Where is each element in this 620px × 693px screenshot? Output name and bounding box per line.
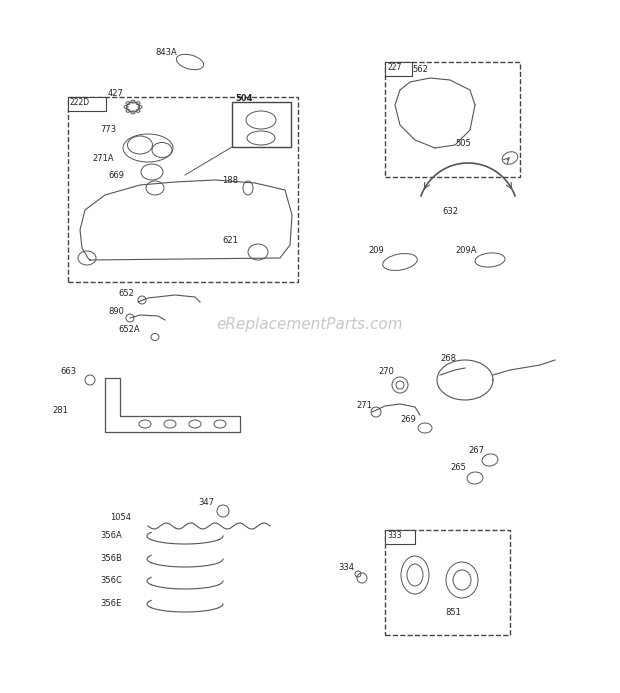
Text: 333: 333: [387, 531, 402, 540]
Text: 356E: 356E: [100, 599, 122, 608]
Text: 632: 632: [442, 207, 458, 216]
Text: 773: 773: [100, 125, 116, 134]
FancyBboxPatch shape: [385, 530, 415, 544]
Text: 268: 268: [440, 354, 456, 363]
Text: 504: 504: [235, 94, 252, 103]
Text: 851: 851: [445, 608, 461, 617]
Text: 356C: 356C: [100, 576, 122, 585]
Text: 427: 427: [108, 89, 124, 98]
Text: 227: 227: [387, 63, 401, 72]
Text: 269: 269: [400, 415, 416, 424]
Text: 209A: 209A: [455, 246, 477, 255]
Text: 843A: 843A: [155, 48, 177, 57]
Text: 890: 890: [108, 307, 124, 316]
Text: 334: 334: [338, 563, 354, 572]
Text: 270: 270: [378, 367, 394, 376]
Text: 652A: 652A: [118, 325, 140, 334]
Text: 267: 267: [468, 446, 484, 455]
Text: 271A: 271A: [92, 154, 113, 163]
Text: 265: 265: [450, 463, 466, 472]
Text: 505: 505: [455, 139, 471, 148]
Text: 652: 652: [118, 289, 134, 298]
FancyBboxPatch shape: [385, 62, 412, 76]
Text: 562: 562: [412, 65, 428, 74]
Text: 209: 209: [368, 246, 384, 255]
Text: 1054: 1054: [110, 513, 131, 522]
Text: 222D: 222D: [70, 98, 90, 107]
Text: 271: 271: [356, 401, 372, 410]
Text: 621: 621: [222, 236, 238, 245]
Text: 188: 188: [222, 176, 238, 185]
FancyBboxPatch shape: [68, 97, 106, 111]
Text: 356A: 356A: [100, 531, 122, 540]
Text: 669: 669: [108, 171, 124, 180]
Text: 356B: 356B: [100, 554, 122, 563]
Text: eReplacementParts.com: eReplacementParts.com: [216, 317, 404, 333]
FancyBboxPatch shape: [232, 102, 291, 147]
Text: 663: 663: [60, 367, 76, 376]
Text: 281: 281: [52, 406, 68, 415]
Text: 347: 347: [198, 498, 214, 507]
